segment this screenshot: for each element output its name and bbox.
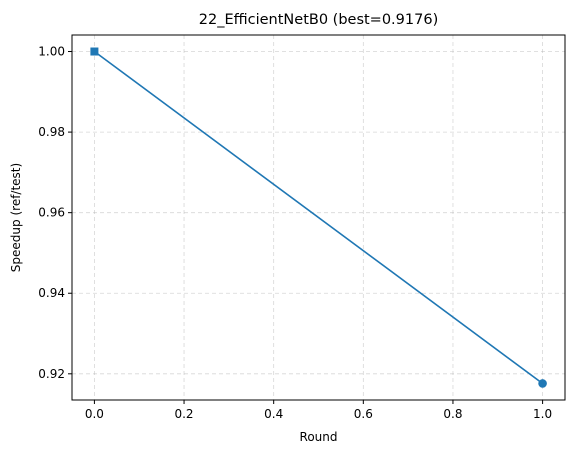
x-tick-label: 0.8 [443,407,462,421]
data-point [538,379,547,388]
y-tick-label: 0.94 [38,286,65,300]
x-tick-label: 0.0 [85,407,104,421]
x-axis-label: Round [300,430,338,444]
x-tick-label: 0.2 [174,407,193,421]
y-tick-label: 0.96 [38,206,65,220]
series-line [93,50,544,385]
y-tick-label: 0.92 [38,367,65,381]
y-tick-label: 0.98 [38,125,65,139]
y-tick-label: 1.00 [38,45,65,59]
plot-frame [71,34,566,401]
x-tick-label: 0.6 [354,407,373,421]
x-tick-label: 1.0 [533,407,552,421]
y-axis-label: Speedup (ref/test) [9,163,23,272]
series-layer [90,47,547,388]
x-tick-label: 0.4 [264,407,283,421]
grid [72,35,565,400]
chart-title: 22_EfficientNetB0 (best=0.9176) [199,12,438,28]
x-axis-ticks: 0.0 0.2 0.4 0.6 0.8 1.0 [85,400,552,421]
y-axis-ticks: 0.92 0.94 0.96 0.98 1.00 [38,45,72,381]
data-point [90,47,99,56]
